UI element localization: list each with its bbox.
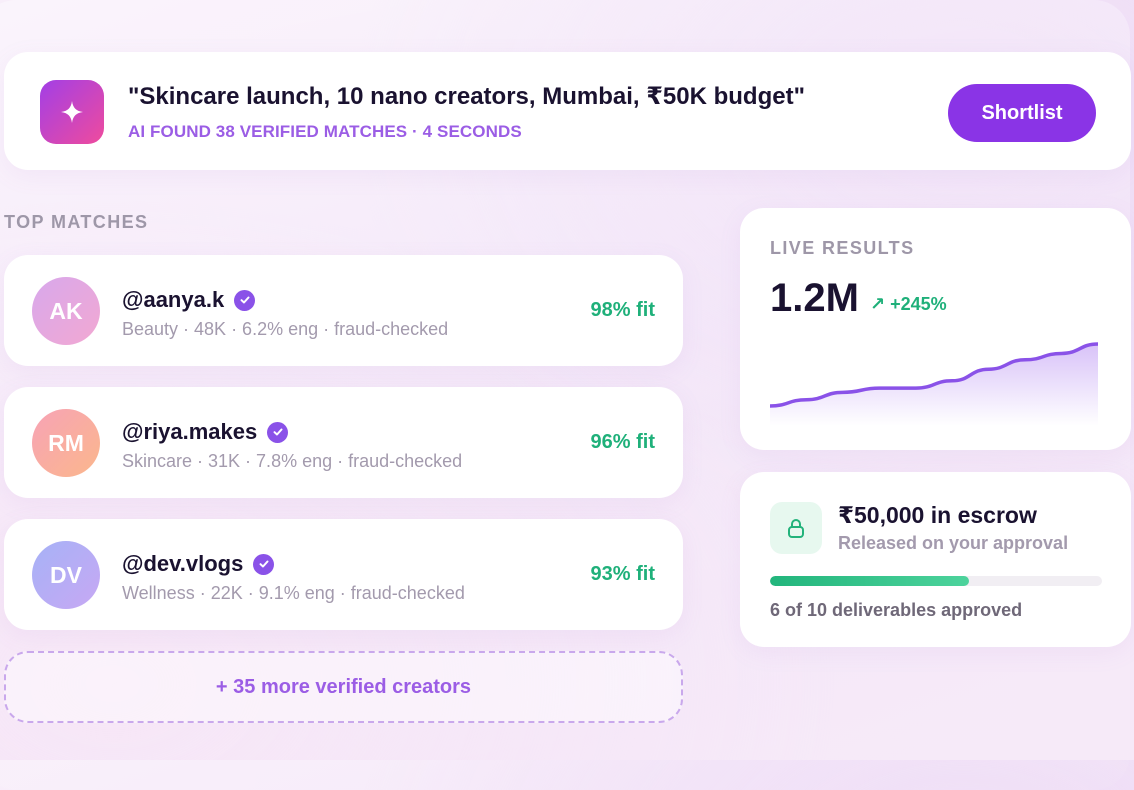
creator-handle-row: @aanya.k	[122, 287, 256, 313]
prompt-query: "Skincare launch, 10 nano creators, Mumb…	[128, 83, 805, 110]
avatar: DV	[32, 541, 100, 609]
deliverables-progress-bar	[770, 576, 1102, 586]
creator-stats: Wellness · 22K · 9.1% eng · fraud-checke…	[122, 583, 465, 603]
live-results-change: ↗ +245%	[870, 294, 947, 314]
sparkle-icon	[40, 80, 104, 144]
fit-score: 93% fit	[590, 563, 655, 585]
avatar: AK	[32, 277, 100, 345]
section-title-top-matches: TOP MATCHES	[4, 212, 149, 232]
live-results-value: 1.2M	[770, 276, 859, 320]
creator-handle-row: @dev.vlogs	[122, 551, 275, 577]
deliverables-progress-fill	[770, 576, 970, 586]
escrow-amount: ₹50,000 in escrow	[838, 502, 1037, 528]
trend-line	[770, 342, 1098, 408]
creator-row[interactable]: DV @dev.vlogs Wellness · 22K · 9.1% eng · …	[4, 519, 683, 630]
creator-stats: Beauty · 48K · 6.2% eng · fraud-checked	[122, 319, 449, 339]
fit-score: 96% fit	[590, 431, 655, 453]
creator-stats: Skincare · 31K · 7.8% eng · fraud-checke…	[122, 451, 463, 471]
verified-check-icon	[234, 289, 256, 311]
creator-handle[interactable]: @riya.makes	[122, 419, 258, 444]
more-creators-button[interactable]: + 35 more verified creators	[4, 651, 683, 723]
escrow-card: ₹50,000 in escrow Released on your appro…	[740, 472, 1131, 647]
ai-prompt-card: "Skincare launch, 10 nano creators, Mumb…	[4, 52, 1131, 170]
escrow-subtitle: Released on your approval	[838, 533, 1069, 553]
live-results-label: LIVE RESULTS	[770, 238, 915, 258]
live-results-card: LIVE RESULTS 1.2M ↗ +245%	[740, 208, 1131, 450]
deliverables-status: 6 of 10 deliverables approved	[770, 600, 1023, 620]
fit-score: 98% fit	[590, 299, 655, 321]
creator-row[interactable]: RM @riya.makes Skincare · 31K · 7.8% eng ·…	[4, 387, 683, 498]
match-summary: AI FOUND 38 VERIFIED MATCHES · 4 SECONDS	[128, 122, 522, 141]
creator-row[interactable]: AK @aanya.k Beauty · 48K · 6.2% eng · frau…	[4, 255, 683, 366]
verified-check-icon	[253, 553, 275, 575]
creator-handle[interactable]: @aanya.k	[122, 287, 225, 312]
trend-sparkline	[770, 342, 1098, 426]
creator-handle[interactable]: @dev.vlogs	[122, 551, 244, 576]
lock-icon	[770, 502, 822, 554]
shortlist-button[interactable]: Shortlist	[948, 84, 1096, 142]
avatar: RM	[32, 409, 100, 477]
verified-check-icon	[267, 421, 289, 443]
creator-handle-row: @riya.makes	[122, 419, 289, 445]
